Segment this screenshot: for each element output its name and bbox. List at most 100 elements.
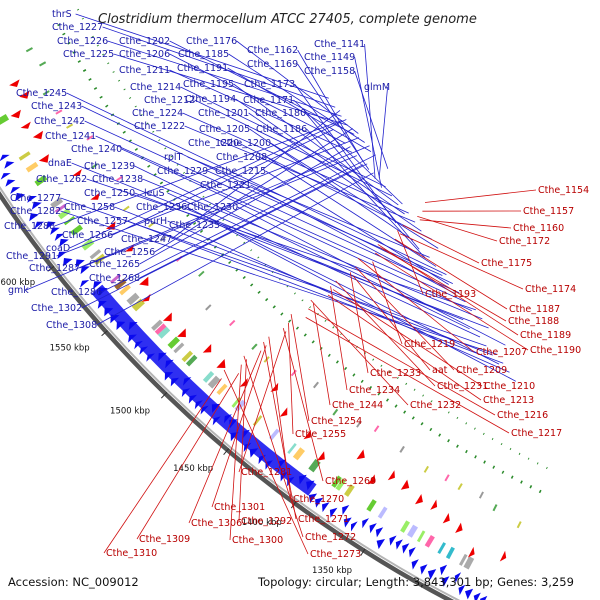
reverse-gene-label: Cthe_1232 xyxy=(410,400,461,411)
forward-leader-line xyxy=(354,56,382,188)
forward-leader-line xyxy=(79,155,357,269)
annotation-block xyxy=(131,298,145,312)
gc-marker xyxy=(420,422,424,426)
feature-mark xyxy=(457,483,463,491)
forward-leader-line xyxy=(194,99,393,197)
forward-leader-line xyxy=(293,99,403,205)
reverse-gene-label: Cthe_1189 xyxy=(520,330,571,341)
gc-marker xyxy=(208,203,212,206)
forward-gene-label: Cthe_1212 xyxy=(144,95,195,106)
forward-leader-line xyxy=(60,210,497,355)
forward-gene-label: Cthe_1158 xyxy=(304,66,355,77)
forward-gene-label: Cthe_1266 xyxy=(62,230,113,241)
annotation-block xyxy=(110,273,122,284)
feature-mark xyxy=(492,504,498,512)
scale-ticks: 1350 kbp 1400 kbp 1450 kbp 1500 kbp 1550 kbp… xyxy=(0,265,366,576)
gc-marker xyxy=(447,411,450,414)
annotation-block xyxy=(50,197,64,209)
forward-gene-label: Cthe_1227 xyxy=(52,22,103,33)
reverse-gene-arrow xyxy=(20,121,31,129)
gc-marker xyxy=(360,379,364,384)
forward-leader-line xyxy=(134,165,470,330)
forward-gene-label: Cthe_1239 xyxy=(84,161,135,172)
scale-tick-label: 1600 kbp xyxy=(0,278,35,288)
annotation-block xyxy=(114,278,127,291)
gc-marker xyxy=(122,130,126,134)
annotation-block xyxy=(400,520,410,533)
forward-leader-line xyxy=(270,142,439,249)
gc-marker xyxy=(88,78,92,81)
reverse-gene-label: Cthe_1292 xyxy=(241,516,292,527)
forward-leader-line xyxy=(66,92,447,275)
forward-gene-label: coaD xyxy=(46,243,70,254)
reverse-leader-line xyxy=(136,373,240,540)
backbone-ring xyxy=(0,190,455,600)
gc-marker xyxy=(236,234,239,237)
annotation-block xyxy=(119,284,131,296)
gc-marker xyxy=(242,275,246,280)
forward-leader-line xyxy=(228,53,365,143)
reverse-leader-line xyxy=(352,275,431,371)
gc-marker xyxy=(483,460,486,464)
gc-marker xyxy=(288,319,292,323)
feature-mark xyxy=(290,369,297,377)
gc-marker xyxy=(413,388,416,391)
forward-gene-label: Cthe_1258 xyxy=(64,202,115,213)
forward-gene-label: Cthe_1282 xyxy=(10,206,61,217)
reverse-gene-arrow xyxy=(415,494,423,505)
forward-gene-label: glmM xyxy=(364,82,390,93)
gc-marker xyxy=(473,427,476,430)
reverse-gene-label: Cthe_1219 xyxy=(404,339,455,350)
feature-mark xyxy=(356,420,362,428)
forward-gene-label: Cthe_1208 xyxy=(216,152,267,163)
gc-marker xyxy=(332,326,335,329)
gc-marker xyxy=(380,364,383,367)
reverse-gene-arrow xyxy=(216,359,226,368)
forward-gene-arrow xyxy=(411,559,419,570)
reverse-leader-line xyxy=(282,327,324,482)
forward-leader-line xyxy=(184,125,416,223)
reverse-gene-label: Cthe_1172 xyxy=(499,236,550,247)
forward-leader-line xyxy=(167,192,481,338)
forward-gene-label: rplT xyxy=(164,152,183,163)
annotation-block xyxy=(81,238,95,251)
reverse-leader-line xyxy=(327,294,482,401)
gc-marker xyxy=(422,394,425,397)
forward-leader-line xyxy=(266,156,437,267)
forward-gene-label: Cthe_1230 xyxy=(187,202,238,213)
forward-gene-label: Cthe_1162 xyxy=(247,45,298,56)
annotation-block xyxy=(167,336,180,349)
reverse-gene-label: Cthe_1309 xyxy=(139,534,190,545)
forward-leader-line xyxy=(54,120,343,227)
forward-gene-arrow xyxy=(27,196,37,203)
gc-marker xyxy=(134,147,138,151)
gc-marker xyxy=(538,489,542,494)
reverse-leader-line xyxy=(229,364,242,541)
feature-mark xyxy=(55,109,63,115)
forward-gene-arrow xyxy=(31,201,42,210)
forward-gene-label: Cthe_1265 xyxy=(89,259,140,270)
forward-gene-label: Cthe_1226 xyxy=(57,36,108,47)
gc-marker xyxy=(396,376,399,380)
forward-gene-arrow xyxy=(389,535,397,546)
forward-gene-arrow xyxy=(10,187,21,194)
map-title: Clostridium thermocellum ATCC 27405, com… xyxy=(98,12,477,27)
gc-marker xyxy=(176,163,179,166)
reverse-gene-label: Cthe_1271 xyxy=(298,514,349,525)
forward-gene-arrow xyxy=(80,280,90,288)
gc-marker xyxy=(222,219,225,222)
forward-gene-arrow xyxy=(93,281,103,290)
reverse-leader-line xyxy=(374,252,529,351)
forward-gene-arrow xyxy=(427,569,437,580)
reverse-gene-arrow xyxy=(10,109,21,119)
gc-marker xyxy=(101,53,105,56)
gc-marker xyxy=(520,480,523,484)
reverse-leader-line xyxy=(310,299,409,406)
gc-marker xyxy=(482,432,485,435)
annotation-block xyxy=(335,478,347,491)
feature-mark xyxy=(86,135,94,141)
forward-gene-label: Cthe_1220 xyxy=(188,138,239,149)
forward-leader-line xyxy=(305,112,420,250)
gc-marker xyxy=(99,95,103,99)
gc-marker xyxy=(96,44,99,47)
